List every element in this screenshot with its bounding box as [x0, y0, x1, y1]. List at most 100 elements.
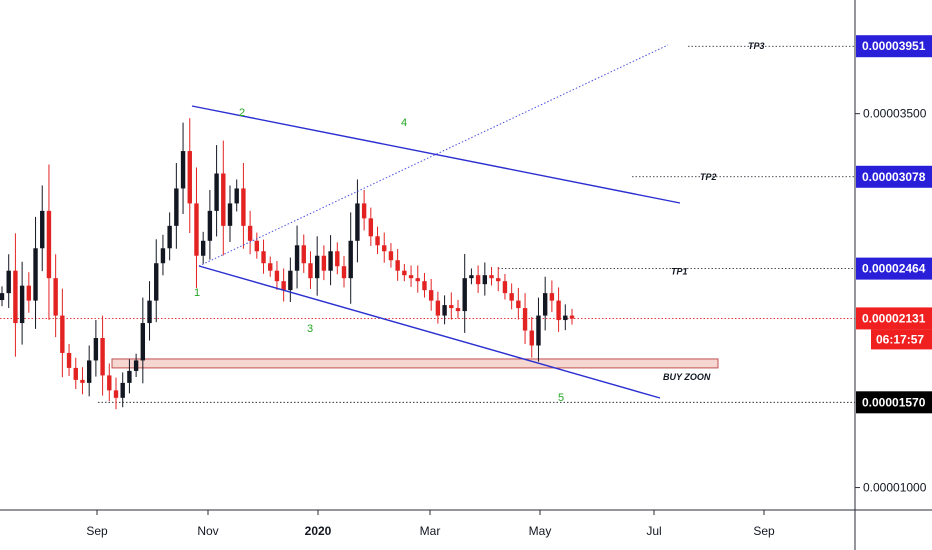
candle-body	[522, 308, 528, 331]
candle-body	[428, 290, 434, 301]
candle-body	[268, 263, 273, 271]
candle-body	[328, 251, 333, 271]
candle-body	[107, 375, 112, 391]
candle-body	[147, 300, 152, 324]
candle-body	[449, 305, 454, 309]
candle-body	[408, 275, 414, 279]
x-tick-label: Mar	[420, 524, 441, 538]
candle-body	[194, 203, 199, 256]
candle-body	[442, 305, 447, 316]
candle-body	[33, 248, 38, 301]
candle-body	[200, 240, 206, 256]
candle-body	[395, 260, 400, 271]
candle-body	[174, 188, 179, 226]
buy-zone-label: BUY ZOON	[663, 372, 711, 382]
candle-body	[13, 270, 18, 324]
candle-body	[167, 225, 172, 249]
price-tag-bg	[856, 257, 932, 280]
candle-body	[207, 210, 213, 241]
support-price-tag[interactable]: 0.00001570	[856, 391, 932, 414]
price-tag-text: 0.00003951	[862, 39, 926, 53]
candle-body	[314, 255, 320, 279]
candle-body	[301, 245, 306, 264]
buy-zone-rect[interactable]	[111, 358, 719, 369]
candle-body	[234, 188, 239, 204]
candle-body	[93, 338, 99, 361]
channel-upper-line[interactable]	[191, 105, 681, 204]
candle-body	[422, 281, 427, 291]
candle-body	[66, 352, 72, 368]
price-tag-text: 0.00002464	[862, 262, 926, 276]
candle-body	[86, 360, 92, 383]
candle-body	[80, 379, 85, 383]
candle-body	[154, 263, 159, 301]
candle-body	[180, 151, 186, 189]
candle-body	[368, 218, 374, 237]
x-tick-label: Jul	[646, 524, 661, 538]
candle-body	[542, 293, 548, 316]
price-tag-bg	[856, 391, 932, 414]
candle-body	[100, 338, 105, 376]
tp1-price-tag[interactable]: 0.00002464	[856, 257, 932, 280]
candle-body	[6, 270, 11, 294]
candle-body	[274, 270, 280, 282]
price-tag-bg	[856, 307, 932, 330]
countdown-bg	[871, 329, 932, 350]
projection-dotted-line[interactable]	[198, 44, 669, 267]
candle-body	[489, 275, 494, 279]
candle-body	[341, 266, 347, 279]
candle-body	[120, 382, 125, 398]
wave-label-3: 3	[307, 323, 313, 335]
candle-body	[288, 270, 293, 291]
tp2-label: TP2	[700, 172, 717, 182]
candle-body	[160, 248, 166, 264]
wave-label-2: 2	[239, 107, 245, 119]
candle-body	[355, 203, 360, 241]
candle-body	[335, 251, 340, 267]
price-tag-bg	[856, 35, 932, 58]
x-tick-label: May	[529, 524, 552, 538]
x-tick-label: Sep	[86, 524, 108, 538]
candle-body	[294, 245, 300, 271]
candle-body	[569, 315, 575, 319]
wave-label-4: 4	[401, 117, 407, 129]
candle-body	[46, 210, 52, 279]
candle-body	[281, 281, 286, 291]
price-tag-text: 0.00002131	[862, 311, 926, 325]
y-tick-label: 0.00001000	[863, 481, 927, 495]
candle-body	[127, 370, 132, 383]
candle-body	[388, 251, 394, 261]
channel-lower-line[interactable]	[198, 265, 661, 399]
candle-body	[415, 278, 420, 282]
tp1-label: TP1	[671, 267, 688, 277]
candle-body	[382, 245, 387, 252]
candle-body	[187, 151, 192, 204]
candle-body	[0, 293, 5, 301]
x-tick-label: Sep	[753, 524, 775, 538]
tp3-label: TP3	[748, 41, 765, 51]
candle-body	[73, 367, 78, 380]
countdown-text: 06:17:57	[876, 332, 924, 346]
candle-body	[549, 293, 555, 301]
candle-body	[261, 251, 266, 264]
candle-body	[26, 285, 32, 301]
candle-body	[247, 225, 253, 241]
y-tick-label: 0.00003500	[863, 107, 927, 121]
wave-label-5: 5	[558, 392, 564, 404]
price-tag-text: 0.00003078	[862, 170, 926, 184]
candle-body	[482, 275, 488, 285]
candle-body	[308, 263, 313, 279]
candle-body	[133, 360, 139, 371]
current-price-tag[interactable]: 0.00002131 06:17:57	[856, 307, 932, 350]
plot-background	[0, 0, 855, 510]
candle-body	[254, 240, 260, 252]
candle-body	[516, 300, 521, 309]
candle-body	[502, 281, 508, 294]
candle-body	[509, 293, 514, 301]
tp3-price-tag[interactable]: 0.00003951	[856, 35, 932, 58]
candle-body	[214, 173, 219, 211]
tp2-price-tag[interactable]: 0.00003078	[856, 165, 932, 188]
candle-body	[53, 278, 58, 316]
candle-body	[221, 173, 226, 226]
